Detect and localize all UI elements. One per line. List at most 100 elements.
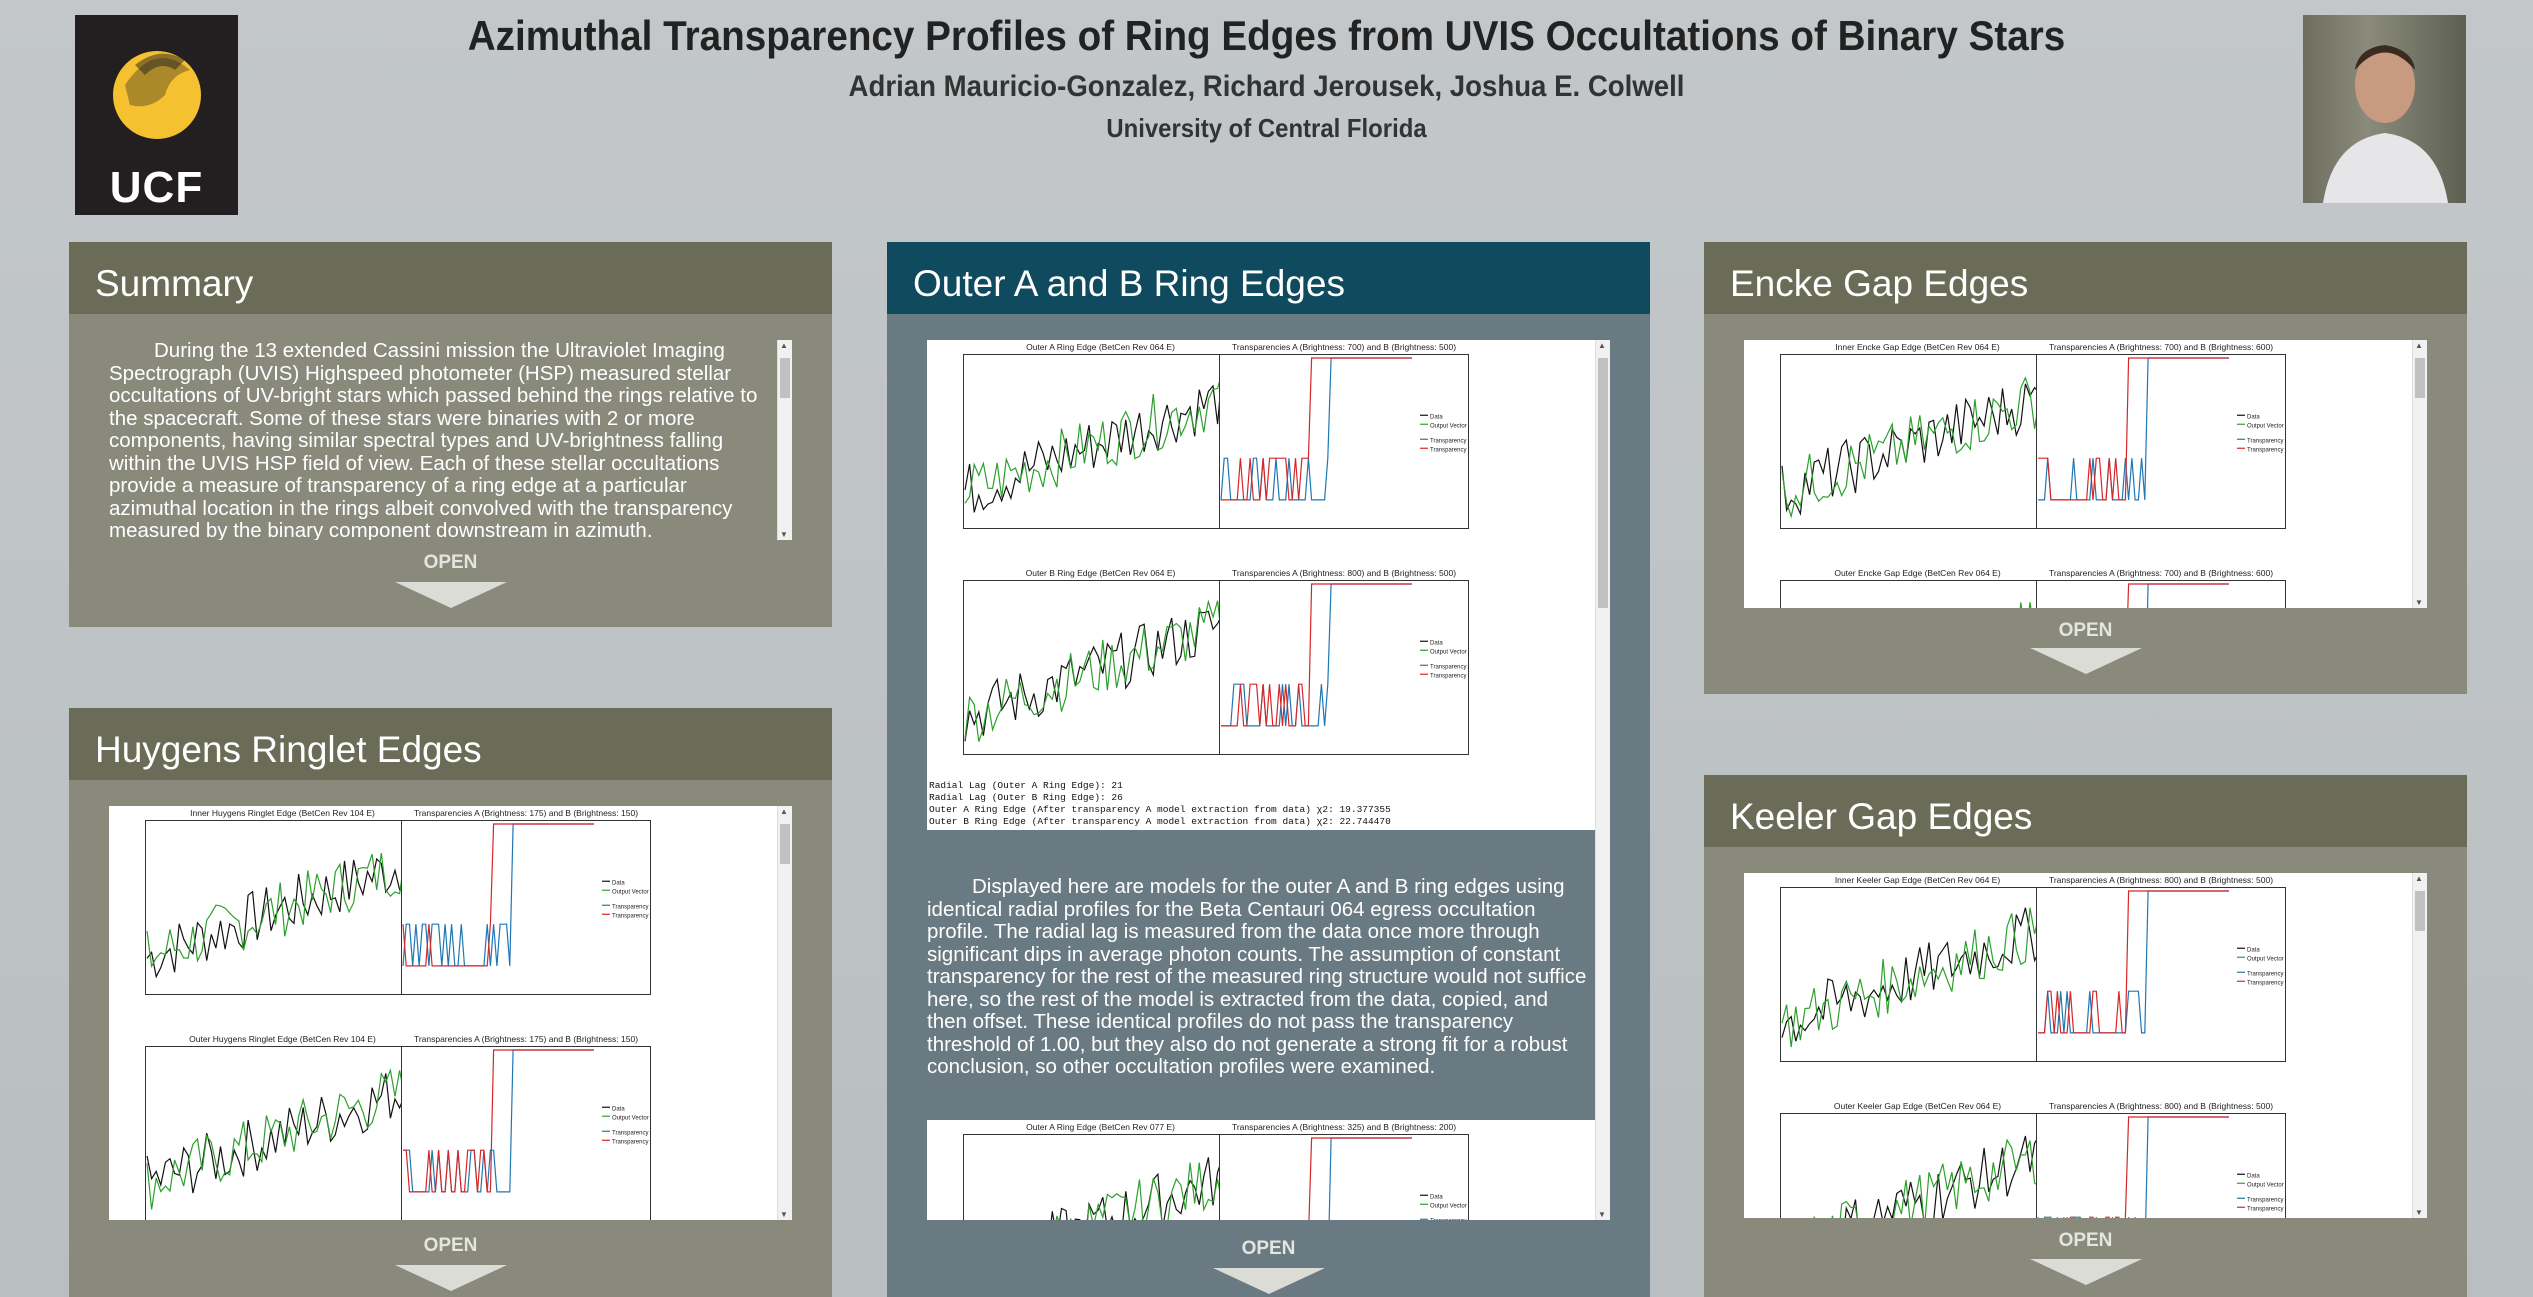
lag-line: Outer B Ring Edge (After transparency A … [929,816,1391,827]
plot-canvas [145,820,420,995]
legend-label: Data [1430,1194,1443,1200]
summary-open-label[interactable]: OPEN [423,552,478,573]
plot-series-line [1781,376,2054,519]
legend-label: Transparency A [2247,1197,2286,1203]
outer-ab-open-arrow-icon[interactable] [1212,1268,1325,1294]
pegasus-icon [113,51,201,139]
keeler-open-arrow-icon[interactable] [2029,1259,2142,1285]
plot-title: Transparencies A (Brightness: 175) and B… [413,1034,639,1044]
encke-scrollbar[interactable]: ▲ ▼ [2412,340,2427,608]
figure-plot: Inner Huygens Ringlet Edge (BetCen Rev 1… [145,808,420,995]
legend-label: Output Vector [612,1115,649,1121]
logo-text: UCF [109,163,204,212]
plot-title: Transparencies A (Brightness: 325) and B… [1231,1122,1457,1132]
plot-title: Transparencies A (Brightness: 700) and B… [2048,342,2274,352]
plot-canvas [963,1134,1238,1220]
plot-title: Outer Huygens Ringlet Edge (BetCen Rev 1… [189,1034,376,1044]
encke-figure-area[interactable]: ▲ ▼ Inner Encke Gap Edge (BetCen Rev 064 … [1744,340,2427,608]
poster-header: UCF Azimuthal Transparency Profiles of R… [0,0,2533,230]
plot-canvas [1780,580,2055,608]
plot-canvas [145,1046,420,1220]
ucf-logo: UCF [75,15,238,215]
plot-canvas [1780,354,2055,529]
plot-series-line [146,1063,419,1210]
keeler-scrollbar[interactable]: ▲ ▼ [2412,873,2427,1218]
plot-canvas [1780,887,2055,1062]
keeler-figure-area[interactable]: ▲ ▼ Inner Keeler Gap Edge (BetCen Rev 064… [1744,873,2427,1218]
huygens-scrollbar[interactable]: ▲ ▼ [777,806,792,1220]
keeler-open-label[interactable]: OPEN [2058,1230,2113,1251]
plot-title: Outer B Ring Edge (BetCen Rev 064 E) [1025,568,1176,578]
plot-canvas: Data Output Vector Transparency A Transpare… [2036,887,2286,1062]
encke-panel: Encke Gap Edges ▲ ▼ Inner Encke Gap Edge … [1704,242,2467,694]
plot-series-line [403,1049,594,1193]
legend-label: Output Vector [1430,423,1467,429]
figure-plot: Outer Huygens Ringlet Edge (BetCen Rev 1… [145,1034,420,1220]
plot-series-line [1050,1156,1237,1220]
legend-label: Transparency B [2247,1206,2286,1212]
huygens-figure-area[interactable]: ▲ ▼ Inner Huygens Ringlet Edge (BetCen Re… [109,806,792,1220]
plot-canvas [1780,1113,2055,1218]
plot-title: Inner Encke Gap Edge (BetCen Rev 064 E) [1835,342,2000,352]
outer-ab-scroll-area[interactable]: Radial Lag (Outer A Ring Edge): 21 Radia… [927,340,1610,1220]
huygens-open-label[interactable]: OPEN [423,1235,478,1256]
figure-plot: Outer B Ring Edge (BetCen Rev 064 E) [963,568,1238,755]
legend-label: Transparency B [1430,673,1469,679]
huygens-open-arrow-icon[interactable] [394,1265,507,1291]
lag-line: Outer A Ring Edge (After transparency A … [929,804,1391,815]
legend-label: Data [2247,414,2260,420]
plot-title: Transparencies A (Brightness: 800) and B… [1231,568,1457,578]
lag-line: Radial Lag (Outer A Ring Edge): 21 [929,780,1123,791]
outer-ab-figure-2: Outer A Ring Edge (BetCen Rev 077 E) Tran… [927,1120,1596,1220]
plot-title: Outer A Ring Edge (BetCen Rev 077 E) [1026,1122,1175,1132]
figure-plot: Transparencies A (Brightness: 175) and B… [401,808,651,995]
plot-title: Transparencies A (Brightness: 700) and B… [1231,342,1457,352]
outer-ab-open-label[interactable]: OPEN [1241,1238,1296,1259]
plot-title: Transparencies A (Brightness: 700) and B… [2048,568,2274,578]
figure-plot: Outer Encke Gap Edge (BetCen Rev 064 E) [1780,568,2055,608]
figure-plot: Transparencies A (Brightness: 325) and B… [1219,1122,1469,1220]
legend-label: Output Vector [1430,649,1467,655]
plot-title: Inner Keeler Gap Edge (BetCen Rev 064 E) [1834,875,2001,885]
plot-canvas: Data Output Vector Transparency A Transpare… [2036,354,2286,529]
legend-label: Data [2247,947,2260,953]
legend-label: Data [1430,640,1443,646]
encke-open-arrow-icon[interactable] [2029,648,2142,674]
plot-series-line [146,839,419,969]
huygens-panel: Huygens Ringlet Edges ▲ ▼ Inner Huygens R… [69,708,832,1297]
plot-title: Inner Huygens Ringlet Edge (BetCen Rev 1… [190,808,375,818]
plot-series-line [2127,583,2229,608]
legend-label: Transparency A [1430,1218,1469,1220]
figure-plot: Transparencies A (Brightness: 800) and B… [1219,568,1469,755]
legend-label: Data [2247,1173,2260,1179]
legend-label: Output Vector [1430,1203,1467,1209]
outer-ab-scrollbar[interactable]: ▲ ▼ [1595,340,1610,1220]
plot-canvas: Data Output Vector Transparency A Transpare… [2036,1113,2286,1218]
plot-series-line [964,367,1237,513]
figure-plot: Transparencies A (Brightness: 700) and B… [2036,568,2286,608]
plot-series-line [1221,583,1412,727]
legend-label: Transparency A [612,1130,651,1136]
legend-label: Transparency A [2247,438,2286,444]
legend-label: Output Vector [2247,1182,2284,1188]
legend-label: Transparency A [1430,664,1469,670]
summary-panel: Summary During the 13 extended Cassini m… [69,242,832,627]
legend-label: Transparency B [2247,980,2286,986]
plot-series-line [2038,357,2229,501]
figure-plot: Outer A Ring Edge (BetCen Rev 064 E) [963,342,1238,529]
figure-plot: Transparencies A (Brightness: 700) and B… [1219,342,1469,529]
legend-label: Transparency A [2247,971,2286,977]
legend-label: Output Vector [2247,956,2284,962]
figure-plot: Transparencies A (Brightness: 800) and B… [2036,1101,2286,1218]
summary-scrollbar[interactable]: ▲ ▼ [777,340,792,540]
summary-scroll-area[interactable]: During the 13 extended Cassini mission t… [109,340,832,540]
summary-open-arrow-icon[interactable] [394,582,507,608]
keeler-title: Keeler Gap Edges [1704,775,2467,847]
plot-canvas [963,580,1238,755]
figure-plot: Transparencies A (Brightness: 800) and B… [2036,875,2286,1062]
keeler-panel: Keeler Gap Edges ▲ ▼ Inner Keeler Gap Edg… [1704,775,2467,1297]
figure-plot: Outer A Ring Edge (BetCen Rev 077 E) [963,1122,1238,1220]
figure-plot: Outer Keeler Gap Edge (BetCen Rev 064 E) [1780,1101,2055,1218]
plot-series-line [964,599,1237,742]
encke-open-label[interactable]: OPEN [2058,620,2113,641]
